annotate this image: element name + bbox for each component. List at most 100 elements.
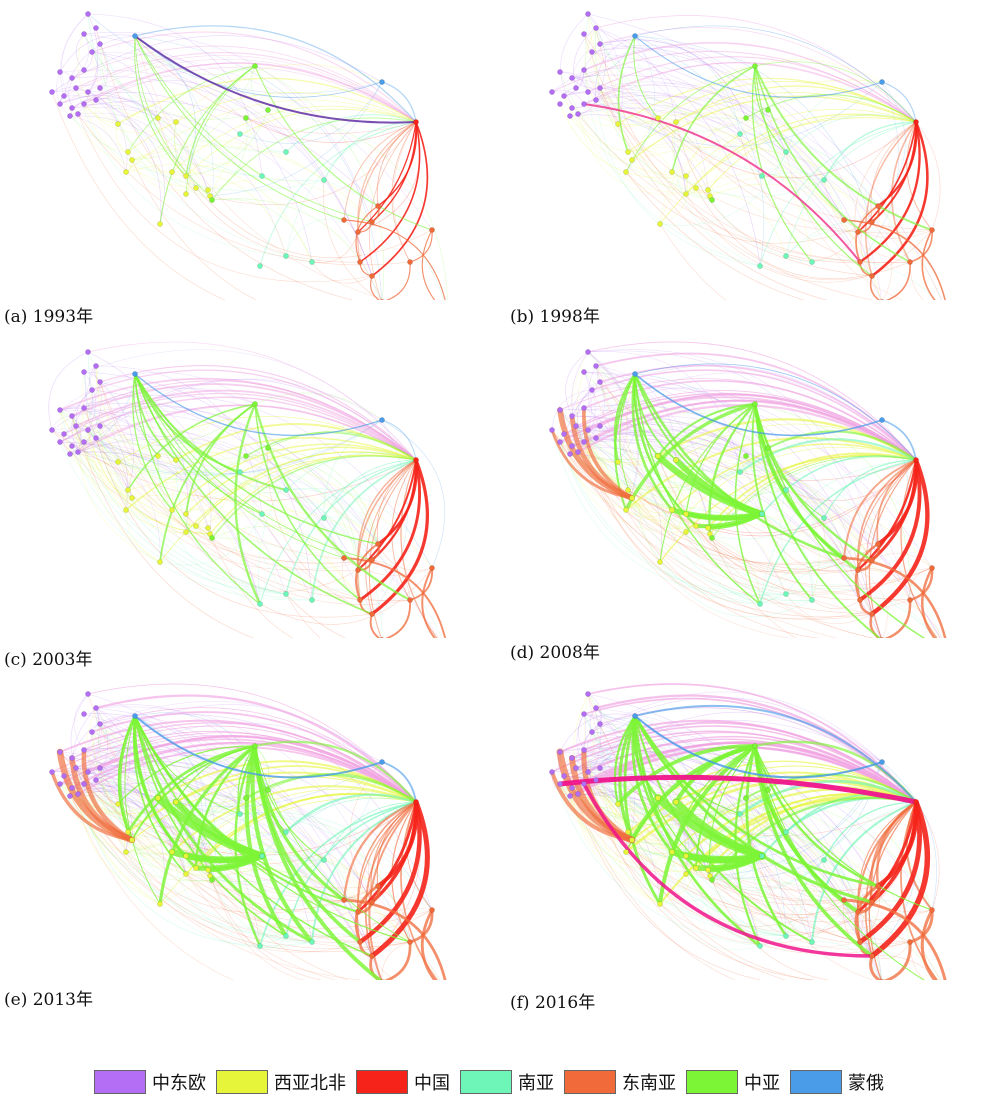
network-edge	[585, 723, 601, 773]
network-node	[585, 349, 591, 355]
network-node	[593, 97, 599, 103]
network-edge	[358, 458, 422, 602]
network-edge	[595, 27, 825, 181]
network-edge	[285, 121, 417, 257]
network-node	[657, 559, 663, 565]
network-node	[283, 253, 289, 259]
network-edge	[83, 103, 177, 133]
network-edge	[785, 801, 917, 937]
network-edge	[617, 461, 845, 572]
network-edge	[134, 715, 383, 779]
network-node	[709, 197, 715, 203]
network-edge	[71, 415, 287, 595]
network-edge	[583, 33, 911, 263]
network-node	[69, 413, 75, 419]
network-node	[623, 849, 629, 855]
network-node	[429, 227, 435, 233]
network-edge	[785, 151, 904, 300]
network-edge	[385, 261, 411, 300]
network-edge	[71, 415, 209, 529]
network-node	[89, 387, 95, 393]
network-edge	[573, 27, 597, 89]
network-edge	[83, 103, 129, 153]
network-node	[567, 451, 573, 457]
network-edge	[591, 47, 787, 153]
network-edge	[631, 497, 673, 513]
network-node	[75, 449, 81, 455]
network-node	[73, 765, 79, 771]
network-node	[375, 541, 381, 547]
network-node	[49, 427, 55, 433]
network-edge	[117, 461, 131, 491]
network-edge	[75, 87, 119, 125]
network-edge	[99, 381, 212, 535]
network-edge	[75, 52, 417, 123]
network-edge	[60, 13, 89, 97]
network-edge	[356, 459, 417, 601]
network-node	[575, 449, 581, 455]
network-edge	[657, 80, 917, 123]
network-node	[57, 781, 63, 787]
network-edge	[71, 725, 417, 803]
network-edge	[587, 349, 879, 545]
network-node	[125, 487, 131, 493]
network-node	[380, 637, 384, 638]
network-edge	[571, 365, 598, 417]
network-node	[869, 273, 875, 279]
network-node	[93, 435, 99, 441]
network-node	[309, 597, 315, 603]
network-edge	[195, 509, 379, 545]
network-edge	[91, 51, 313, 263]
network-edge	[117, 461, 173, 511]
network-edge	[83, 783, 128, 853]
network-edge	[134, 35, 417, 124]
network-edge	[91, 731, 247, 804]
network-node	[757, 601, 763, 607]
network-edge	[627, 140, 873, 223]
network-edge	[583, 713, 787, 834]
network-node	[123, 849, 129, 855]
network-node	[81, 781, 87, 787]
network-edge	[671, 65, 756, 173]
network-edge	[75, 33, 85, 71]
network-node	[321, 515, 327, 521]
network-edge	[285, 452, 417, 491]
network-edge	[171, 171, 287, 257]
network-edge	[207, 179, 373, 223]
legend-item-sea: 东南亚	[564, 1069, 676, 1095]
network-edge	[587, 13, 606, 101]
network-edge	[95, 99, 128, 173]
network-node	[257, 263, 263, 269]
legend-item-china: 中国	[356, 1069, 450, 1095]
network-edge	[81, 747, 135, 843]
network-edge	[131, 65, 256, 161]
network-node	[929, 227, 935, 233]
network-edge	[571, 434, 873, 561]
network-edge	[571, 67, 741, 135]
network-edge	[551, 429, 787, 596]
network-edge	[99, 767, 133, 841]
network-edge	[633, 704, 918, 804]
network-edge	[759, 561, 859, 605]
network-edge	[59, 410, 269, 449]
network-node	[569, 785, 575, 791]
network-node	[655, 453, 661, 459]
network-edge	[759, 229, 933, 283]
network-node	[67, 113, 73, 119]
network-node	[581, 67, 587, 73]
network-node	[93, 25, 99, 31]
network-edge	[675, 59, 883, 123]
network-edge	[267, 447, 359, 571]
network-node	[549, 769, 555, 775]
network-edge	[285, 218, 345, 257]
network-edge	[51, 91, 226, 300]
network-edge	[915, 801, 940, 911]
network-edge	[71, 715, 136, 759]
network-edge	[577, 96, 879, 207]
network-edge	[99, 723, 256, 768]
network-node	[209, 877, 215, 883]
network-edge	[87, 683, 417, 803]
network-edge	[871, 941, 911, 959]
network-edge	[59, 396, 417, 461]
network-edge	[421, 567, 436, 638]
